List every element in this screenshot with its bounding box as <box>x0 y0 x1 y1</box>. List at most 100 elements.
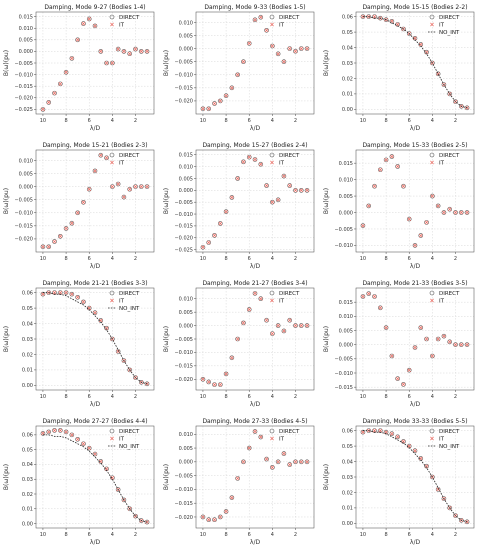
data-point-direct <box>86 16 92 22</box>
legend-marker-it <box>430 436 434 441</box>
y-tick-label: −0.005 <box>174 59 193 65</box>
data-point-direct <box>366 291 372 296</box>
x-tick-label: 8 <box>224 394 227 400</box>
data-point-it <box>436 204 440 208</box>
y-tick-label: −0.020 <box>14 237 33 243</box>
data-point-direct <box>223 209 229 214</box>
data-point-it <box>258 296 263 301</box>
legend-marker-direct <box>269 428 275 434</box>
data-point-it <box>235 476 240 481</box>
data-point-direct <box>127 367 133 373</box>
data-point-it <box>41 292 45 297</box>
data-point-direct <box>395 376 400 381</box>
data-point-direct <box>241 159 246 165</box>
data-point-direct <box>75 37 80 43</box>
data-point-it <box>133 184 138 189</box>
data-point-direct <box>104 325 109 331</box>
x-tick-label: 8 <box>384 118 387 124</box>
y-tick-label: 0.00 <box>22 521 33 527</box>
data-point-direct <box>464 342 470 347</box>
x-tick-label: 8 <box>224 256 227 262</box>
data-point-it <box>424 220 429 225</box>
data-point-it <box>247 307 252 312</box>
x-tick-label: 6 <box>248 256 251 262</box>
data-point-it <box>247 155 252 159</box>
data-point-direct <box>144 184 150 189</box>
data-point-it <box>424 337 429 341</box>
data-point-it <box>104 61 109 65</box>
data-point-it <box>264 457 269 461</box>
data-point-direct <box>115 181 121 187</box>
y-axis-label: B(ω)(pu) <box>163 50 170 76</box>
data-point-direct <box>229 85 235 91</box>
x-axis-label: λ/D <box>410 539 421 546</box>
data-point-direct <box>275 459 281 465</box>
data-point-it <box>436 337 440 341</box>
data-point-direct <box>389 18 395 24</box>
x-tick-label: 4 <box>431 256 434 262</box>
data-point-it <box>87 17 92 21</box>
data-point-it <box>407 444 412 448</box>
data-point-it <box>52 91 57 95</box>
data-point-direct <box>424 463 429 469</box>
data-point-it <box>224 372 228 376</box>
legend-label: DIRECT <box>439 291 460 297</box>
legend-marker-it <box>110 298 114 303</box>
data-point-direct <box>127 51 133 57</box>
y-tick-label: −0.005 <box>14 197 33 203</box>
data-point-direct <box>304 323 310 328</box>
data-point-it <box>293 49 298 54</box>
data-point-it <box>270 465 275 470</box>
legend-label: DIRECT <box>279 291 300 297</box>
data-point-it <box>372 428 377 433</box>
data-point-direct <box>46 429 52 435</box>
chart-title: Damping, Mode 21-33 (Bodies 3-5) <box>362 280 467 287</box>
data-point-direct <box>241 320 246 326</box>
data-point-it <box>98 318 103 323</box>
data-point-direct <box>63 429 69 435</box>
data-point-it <box>282 329 286 333</box>
y-tick-label: 0.00 <box>22 383 33 389</box>
y-tick-label: 0.000 <box>19 49 33 55</box>
y-tick-label: 0.00 <box>342 107 353 113</box>
y-tick-label: −0.010 <box>174 73 193 79</box>
data-point-it <box>413 345 417 350</box>
y-tick-label: −0.010 <box>334 243 353 249</box>
data-point-direct <box>418 325 424 330</box>
chart-title: Damping, Mode 15-27 (Bodies 2-4) <box>202 142 307 149</box>
y-tick-label: −0.015 <box>174 364 193 370</box>
data-point-it <box>366 291 371 296</box>
data-point-direct <box>206 106 212 112</box>
x-tick-label: 4 <box>111 256 114 262</box>
data-point-direct <box>281 59 287 64</box>
x-tick-label: 10 <box>360 532 366 538</box>
legend-marker-it <box>110 22 114 27</box>
data-point-direct <box>69 56 75 61</box>
legend-marker-direct <box>269 14 275 20</box>
data-point-it <box>235 176 240 181</box>
y-tick-label: 0.03 <box>22 477 33 483</box>
data-point-it <box>276 51 280 56</box>
data-point-it <box>46 244 51 249</box>
data-point-direct <box>298 188 304 193</box>
data-point-direct <box>92 310 98 316</box>
data-point-it <box>282 59 286 64</box>
data-point-it <box>122 195 126 199</box>
data-point-direct <box>458 517 464 523</box>
data-point-it <box>139 49 144 54</box>
data-point-it <box>459 210 464 215</box>
chart-title: Damping, Mode 15-15 (Bodies 2-2) <box>362 4 467 11</box>
data-point-direct <box>92 168 98 174</box>
data-point-direct <box>258 14 264 20</box>
data-point-it <box>361 223 365 228</box>
x-tick-label: 4 <box>431 118 434 124</box>
data-point-it <box>407 368 412 373</box>
damping-chart-panel: Damping, Mode 9-33 (Bodies 1-5) −0.020 −0.… <box>163 4 315 132</box>
data-point-direct <box>412 448 418 454</box>
y-tick-label: 0.04 <box>342 45 353 51</box>
y-tick-label: 0.010 <box>339 177 353 183</box>
data-point-it <box>395 22 400 27</box>
data-point-direct <box>270 43 275 49</box>
damping-chart-panel: Damping, Mode 15-27 (Bodies 2-4) −0.025 −0… <box>163 142 315 270</box>
x-tick-label: 6 <box>248 118 251 124</box>
